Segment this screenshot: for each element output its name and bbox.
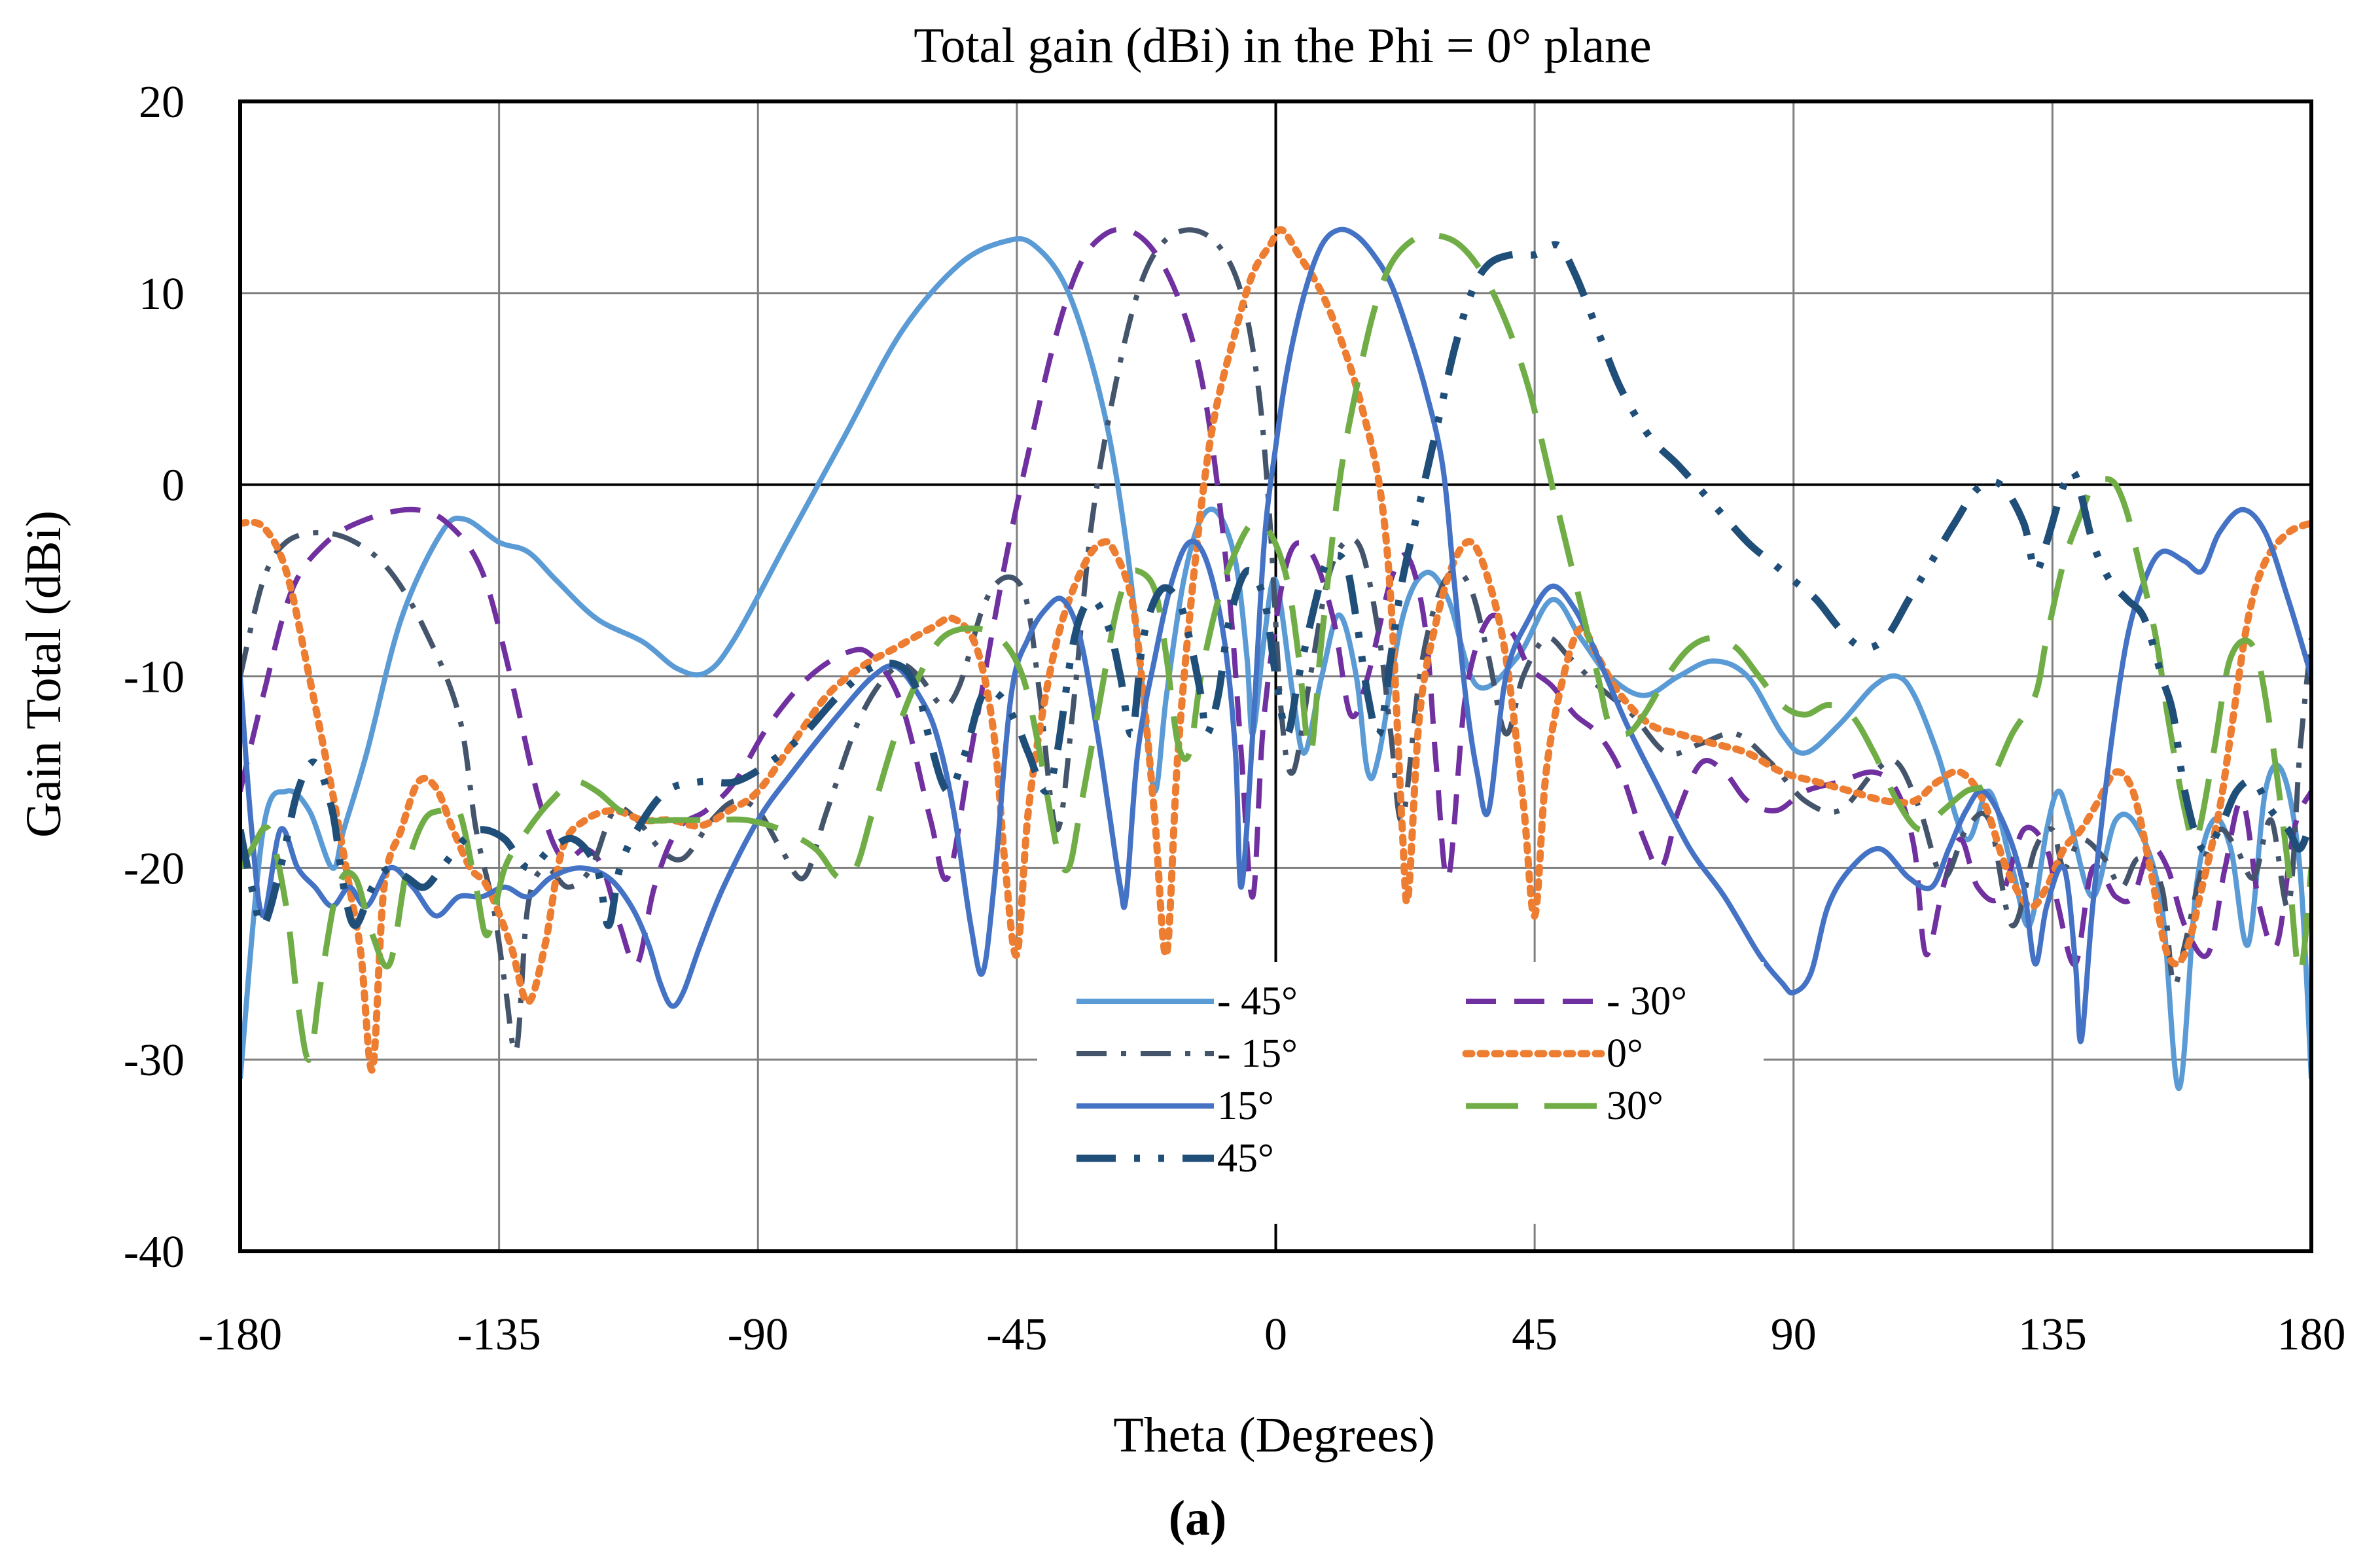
x-tick-labels: -180 -135 -90 -45 0 45 90 135 180 xyxy=(198,1310,2346,1360)
y-axis-label: Gain Total (dBi) xyxy=(16,510,71,838)
legend-label: 30° xyxy=(1607,1084,1663,1128)
x-axis-label: Theta (Degrees) xyxy=(1113,1408,1435,1463)
legend-label: 15° xyxy=(1217,1084,1274,1128)
y-tick-label: 10 xyxy=(139,269,185,319)
y-tick-labels: -40 -30 -20 -10 0 10 20 xyxy=(124,77,185,1277)
y-tick-label: -20 xyxy=(124,844,185,894)
legend-label: - 15° xyxy=(1217,1031,1298,1076)
chart-title: Total gain (dBi) in the Phi = 0° plane xyxy=(914,18,1652,73)
legend-label: - 30° xyxy=(1607,979,1687,1024)
series-line-4 xyxy=(240,226,2311,1044)
y-tick-label: -40 xyxy=(124,1227,185,1277)
legend-box xyxy=(1037,962,1764,1224)
series-line-5 xyxy=(240,232,2311,1063)
x-tick-label: -45 xyxy=(986,1310,1047,1360)
plot-frame xyxy=(238,99,2313,1253)
x-tick-label: -180 xyxy=(198,1310,282,1360)
series-line-1 xyxy=(240,226,2311,968)
figure-caption: (a) xyxy=(1169,1491,1227,1546)
y-tick-label: -10 xyxy=(124,652,185,703)
legend: - 45° - 30° - 15° 0° 15° 30° 45° xyxy=(1037,962,1764,1224)
legend-label: 0° xyxy=(1607,1031,1643,1076)
x-tick-label: 90 xyxy=(1771,1310,1817,1360)
legend-label: 45° xyxy=(1217,1136,1274,1181)
x-tick-label: 0 xyxy=(1264,1310,1287,1360)
x-tick-label: -135 xyxy=(457,1310,541,1360)
series-layer xyxy=(240,226,2311,1092)
series-line-2 xyxy=(240,227,2311,1055)
series-line-3 xyxy=(240,226,2311,1074)
x-tick-label: -90 xyxy=(728,1310,789,1360)
legend-label: - 45° xyxy=(1217,979,1298,1024)
x-tick-label: 135 xyxy=(2018,1310,2087,1360)
y-tick-label: 0 xyxy=(162,461,185,511)
x-tick-label: 180 xyxy=(2277,1310,2346,1360)
x-tick-label: 45 xyxy=(1512,1310,1557,1360)
series-line-6 xyxy=(240,241,2311,929)
y-tick-label: -30 xyxy=(124,1035,185,1086)
y-tick-label: 20 xyxy=(139,77,185,128)
